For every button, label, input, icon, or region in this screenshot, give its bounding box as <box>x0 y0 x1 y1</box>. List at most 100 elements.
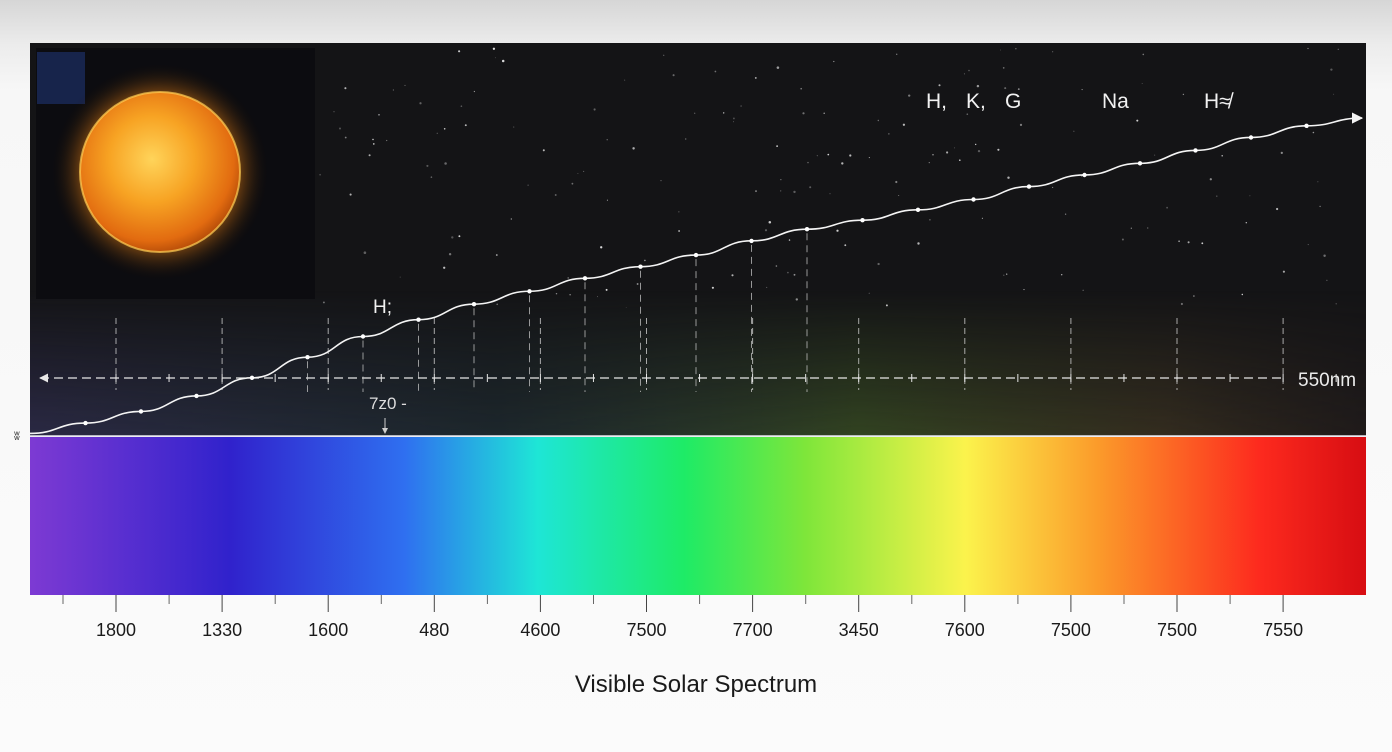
star <box>768 221 772 224</box>
star <box>1073 130 1075 132</box>
star <box>1326 279 1328 281</box>
data-point <box>638 264 643 269</box>
x-tick-label: 1330 <box>202 620 242 640</box>
star <box>458 235 461 238</box>
star <box>868 157 870 159</box>
star <box>731 274 734 277</box>
star <box>1006 273 1008 275</box>
star-field <box>319 47 1339 309</box>
star <box>1330 68 1333 71</box>
star <box>795 298 798 301</box>
star <box>836 229 839 232</box>
star <box>1064 213 1067 215</box>
data-point <box>416 317 421 322</box>
star <box>596 296 598 298</box>
star <box>928 162 930 164</box>
star <box>740 105 742 107</box>
star <box>448 252 452 256</box>
star <box>1052 186 1054 188</box>
star <box>605 288 608 291</box>
star <box>495 254 498 256</box>
star <box>776 145 778 147</box>
star <box>1154 154 1156 156</box>
data-point <box>804 227 810 232</box>
star <box>513 126 515 128</box>
dashed-axis <box>39 373 1337 383</box>
star <box>1023 289 1025 291</box>
star <box>663 54 665 56</box>
series-points <box>83 123 1309 426</box>
star <box>868 292 870 294</box>
x-tick-label: 3450 <box>839 620 879 640</box>
data-point <box>249 375 255 380</box>
star <box>593 108 596 111</box>
star <box>426 164 429 167</box>
star <box>1323 254 1326 257</box>
star <box>775 265 778 267</box>
star <box>644 259 646 262</box>
star <box>966 113 969 115</box>
star <box>542 149 545 152</box>
star <box>344 87 347 90</box>
star <box>1141 82 1143 85</box>
spectral-line-label: H; <box>373 297 392 318</box>
star <box>625 307 627 309</box>
star <box>333 111 335 113</box>
star <box>896 53 898 55</box>
x-tick-label: 7550 <box>1263 620 1303 640</box>
spectral-line-label: G <box>1005 90 1021 113</box>
star <box>473 90 476 93</box>
star <box>833 60 835 63</box>
data-point <box>749 238 754 244</box>
star <box>829 193 831 195</box>
star <box>392 89 394 91</box>
star <box>888 133 890 135</box>
star <box>827 153 830 156</box>
star <box>841 162 844 165</box>
star <box>1209 178 1212 181</box>
star <box>443 128 446 130</box>
star <box>685 138 687 140</box>
x-tick-label: 480 <box>419 620 449 640</box>
star <box>1052 51 1054 53</box>
star <box>1317 181 1319 183</box>
star <box>997 148 1000 151</box>
star <box>975 143 977 146</box>
star <box>733 121 734 123</box>
star <box>754 76 757 79</box>
star <box>443 266 446 269</box>
star <box>929 218 931 221</box>
spectral-line-label: H, <box>926 90 947 113</box>
star <box>1180 302 1183 306</box>
data-point <box>693 252 699 258</box>
star <box>946 151 949 154</box>
data-point <box>83 420 88 426</box>
star <box>368 154 371 157</box>
x-tick-label: 7600 <box>945 620 985 640</box>
bottom-ticks <box>62 595 1284 612</box>
data-point <box>138 409 144 414</box>
star <box>678 230 680 232</box>
star <box>802 112 805 115</box>
star <box>1082 289 1084 291</box>
star <box>1221 154 1223 157</box>
star <box>404 84 406 86</box>
star <box>932 154 934 156</box>
data-point <box>971 197 976 202</box>
star <box>1130 227 1132 229</box>
star <box>793 190 796 194</box>
spectral-line-label: Na <box>1102 90 1129 113</box>
star <box>1121 238 1124 241</box>
star <box>430 176 433 178</box>
star <box>816 155 818 157</box>
star <box>1003 274 1005 276</box>
spectral-glow <box>30 290 1366 436</box>
star <box>1060 273 1063 276</box>
star <box>494 57 496 59</box>
star <box>1166 206 1168 209</box>
star <box>577 173 579 175</box>
data-point <box>1137 161 1143 166</box>
star <box>766 286 768 288</box>
chart-title: Visible Solar Spectrum <box>575 671 817 698</box>
spectral-line-labels: H, K, G Na H≉ H; <box>373 90 1234 318</box>
